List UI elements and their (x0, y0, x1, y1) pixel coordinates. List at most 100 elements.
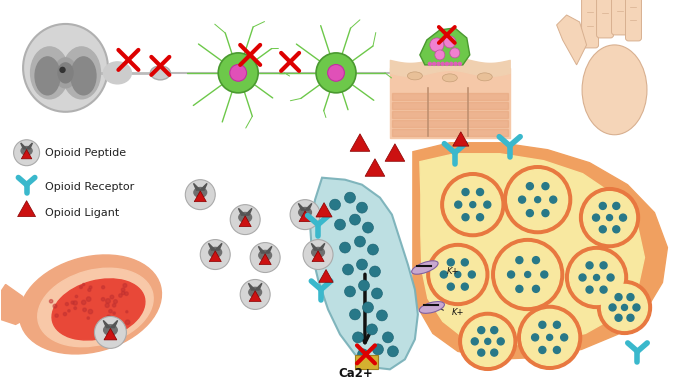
Ellipse shape (259, 250, 271, 260)
Circle shape (368, 244, 378, 255)
Circle shape (496, 243, 560, 306)
Circle shape (230, 64, 247, 81)
Circle shape (357, 349, 368, 360)
Circle shape (350, 214, 361, 225)
Ellipse shape (408, 72, 422, 80)
Text: Ca2+: Ca2+ (338, 367, 373, 380)
Circle shape (613, 202, 620, 210)
Circle shape (459, 312, 517, 370)
Polygon shape (385, 144, 405, 161)
Circle shape (80, 286, 82, 288)
Circle shape (532, 334, 539, 341)
Circle shape (94, 317, 127, 348)
Circle shape (599, 202, 606, 210)
Polygon shape (420, 28, 470, 65)
Circle shape (371, 288, 382, 299)
Circle shape (335, 219, 345, 230)
Circle shape (570, 251, 624, 304)
Circle shape (290, 200, 320, 230)
Ellipse shape (103, 325, 117, 335)
Circle shape (250, 243, 280, 272)
Circle shape (447, 283, 454, 290)
Polygon shape (110, 320, 117, 328)
Circle shape (541, 271, 548, 278)
Circle shape (455, 272, 461, 277)
Circle shape (65, 303, 69, 306)
Circle shape (345, 286, 356, 297)
Circle shape (461, 283, 468, 290)
Circle shape (88, 309, 93, 314)
Polygon shape (238, 208, 245, 215)
Circle shape (316, 53, 356, 93)
Circle shape (356, 259, 368, 270)
Bar (392, 102, 507, 109)
Circle shape (433, 62, 435, 66)
Circle shape (64, 312, 66, 316)
Circle shape (579, 274, 586, 281)
Text: Opioid Receptor: Opioid Receptor (45, 182, 134, 192)
Circle shape (593, 274, 600, 280)
Circle shape (516, 257, 523, 264)
Polygon shape (556, 15, 586, 65)
Circle shape (579, 188, 640, 248)
Circle shape (115, 321, 118, 323)
Circle shape (497, 338, 504, 345)
Polygon shape (245, 208, 252, 215)
Circle shape (478, 327, 484, 334)
Circle shape (354, 236, 366, 247)
Ellipse shape (419, 302, 445, 313)
Ellipse shape (52, 279, 145, 340)
Circle shape (185, 180, 215, 210)
Ellipse shape (20, 255, 161, 354)
Polygon shape (194, 191, 206, 202)
Text: Opioid Peptide: Opioid Peptide (45, 148, 126, 158)
Circle shape (352, 332, 363, 343)
Polygon shape (249, 291, 261, 301)
Bar (392, 93, 507, 100)
Circle shape (518, 306, 582, 369)
Polygon shape (259, 246, 265, 253)
Circle shape (430, 38, 444, 52)
Circle shape (471, 338, 478, 345)
Circle shape (68, 310, 70, 312)
Circle shape (586, 286, 593, 293)
Circle shape (113, 312, 115, 314)
Circle shape (444, 36, 456, 48)
Circle shape (449, 62, 453, 66)
Circle shape (101, 298, 105, 301)
Circle shape (88, 288, 91, 291)
Circle shape (554, 346, 561, 354)
Circle shape (533, 285, 540, 292)
Circle shape (613, 226, 620, 233)
Ellipse shape (23, 24, 108, 112)
Circle shape (542, 210, 549, 217)
Polygon shape (298, 203, 305, 210)
Circle shape (74, 307, 77, 309)
Circle shape (110, 295, 114, 299)
Polygon shape (104, 328, 117, 340)
Circle shape (435, 50, 445, 60)
Ellipse shape (249, 287, 261, 297)
Circle shape (123, 283, 127, 287)
Circle shape (561, 334, 568, 341)
Circle shape (87, 317, 89, 319)
Polygon shape (201, 183, 207, 190)
Ellipse shape (21, 147, 32, 155)
Circle shape (113, 321, 115, 323)
Circle shape (119, 294, 122, 297)
Circle shape (447, 259, 454, 266)
Polygon shape (103, 320, 110, 328)
Circle shape (382, 332, 394, 343)
Circle shape (619, 214, 626, 221)
Circle shape (126, 311, 128, 313)
Polygon shape (265, 246, 272, 253)
Circle shape (73, 301, 78, 305)
Circle shape (633, 304, 640, 311)
Ellipse shape (582, 45, 647, 135)
Circle shape (113, 304, 116, 307)
Circle shape (468, 271, 475, 278)
Circle shape (539, 346, 546, 354)
Circle shape (441, 173, 505, 237)
Polygon shape (312, 251, 324, 262)
Polygon shape (350, 134, 370, 151)
